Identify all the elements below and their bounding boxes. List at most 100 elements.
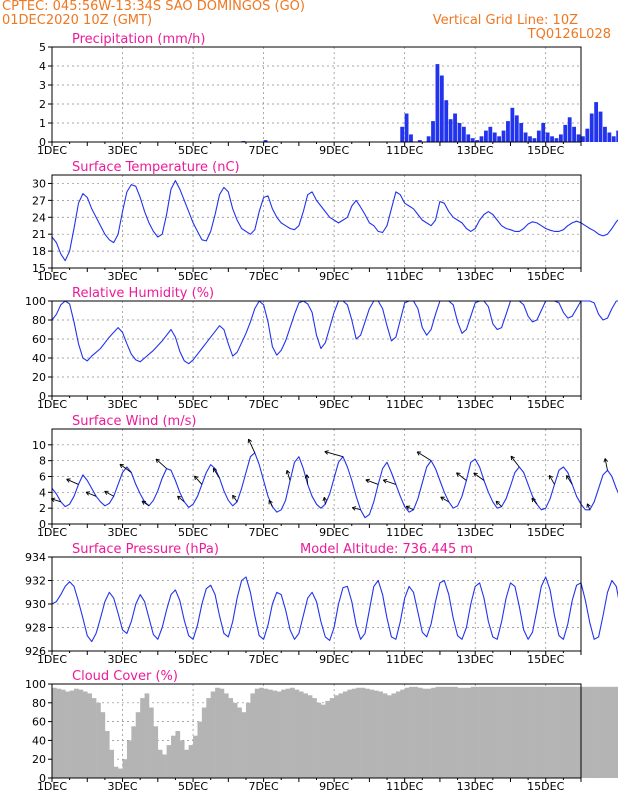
precip-bar	[616, 130, 618, 142]
precip-bar	[536, 130, 541, 142]
precip-bar	[581, 136, 585, 142]
cloud-bar	[276, 691, 282, 778]
precip-bar	[523, 132, 528, 142]
wind-arrowhead	[473, 472, 478, 477]
wind-arrow	[405, 505, 414, 511]
x-date-label: 9DEC	[319, 270, 349, 283]
wind-arrowhead	[155, 458, 161, 464]
cloud-bar	[536, 686, 542, 778]
wind-arrow	[324, 451, 344, 458]
cloud-bar	[312, 698, 317, 778]
cloud-bar	[563, 686, 569, 778]
y-tick-label: 2	[39, 502, 46, 515]
wind-arrow	[286, 470, 291, 481]
wind-arrowhead	[440, 496, 445, 501]
precip-bar	[585, 128, 590, 142]
cloud-bar	[426, 688, 432, 778]
x-date-label: 5DEC	[178, 144, 208, 157]
cloud-bar	[285, 688, 291, 778]
y-tick-label: 0	[39, 136, 46, 149]
cloud-bar	[157, 749, 163, 778]
wind-arrow	[248, 438, 256, 453]
cloud-bar	[519, 686, 524, 778]
wind-arrow	[548, 475, 555, 485]
wind-arrowhead	[416, 451, 422, 456]
cloud-bar	[435, 686, 441, 778]
x-date-label: 13DEC	[457, 780, 494, 793]
cloud-bar	[470, 686, 476, 778]
x-date-label: 15DEC	[527, 398, 564, 411]
x-date-label: 13DEC	[457, 526, 494, 539]
wind-arrow	[104, 490, 114, 497]
wind-arrow	[495, 500, 502, 507]
cloud-bar	[153, 726, 159, 778]
y-tick-label: 15	[32, 262, 46, 275]
cloud-bar	[488, 686, 494, 778]
wind-arrow	[268, 500, 273, 507]
wind-arrowhead	[285, 470, 291, 475]
wind-arrow	[510, 455, 520, 468]
cloud-bar	[373, 690, 379, 778]
x-date-label: 1DEC	[37, 780, 67, 793]
wind-arrowhead	[194, 475, 199, 481]
wind-arrowhead	[495, 500, 501, 506]
x-date-label: 13DEC	[457, 653, 494, 666]
wind-arrowhead	[382, 478, 388, 484]
cloud-bar	[290, 687, 295, 778]
cloud-bar	[457, 687, 463, 778]
precip-bar	[567, 117, 572, 142]
x-date-label: 5DEC	[178, 526, 208, 539]
cloud-bar	[594, 686, 599, 778]
cloud-bar	[422, 688, 428, 778]
x-date-label: 11DEC	[386, 144, 423, 157]
x-date-label: 11DEC	[386, 653, 423, 666]
precip-bar	[576, 134, 581, 142]
header-location: CPTEC: 045:56W-13:34S SAO DOMINGOS (GO)	[2, 0, 305, 14]
cloud-bar	[585, 686, 591, 778]
wind-arrow	[141, 500, 150, 507]
x-date-label: 15DEC	[527, 653, 564, 666]
y-tick-label: 10	[32, 439, 46, 452]
cloud-bar	[96, 702, 101, 778]
wind-arrow	[566, 475, 573, 485]
wind-arrowhead	[548, 474, 553, 480]
wind-title: Surface Wind (m/s)	[72, 414, 196, 429]
precip-bar	[417, 140, 422, 142]
wind-arrowhead	[322, 496, 328, 502]
y-tick-label: 930	[25, 598, 46, 611]
cloud-bar	[616, 686, 618, 778]
cloud-bar	[382, 693, 388, 778]
x-date-label: 1DEC	[37, 526, 67, 539]
wind-arrow	[177, 495, 185, 503]
y-tick-label: 40	[32, 352, 46, 365]
cloud-bar	[589, 686, 595, 778]
wind-arrowhead	[586, 503, 591, 508]
cloud-bar	[140, 698, 145, 778]
cloud-bar	[316, 702, 322, 778]
wind-arrowhead	[531, 497, 536, 503]
precip-bar	[506, 121, 510, 142]
wind-arrow	[440, 496, 449, 503]
cloud-bar	[567, 686, 573, 778]
wind-arrow	[194, 475, 203, 485]
y-tick-label: 4	[39, 60, 46, 73]
precip-bar	[444, 100, 449, 142]
x-date-label: 7DEC	[249, 653, 279, 666]
precip-bar	[589, 113, 594, 142]
wind-arrowhead	[304, 474, 310, 479]
precip-title: Precipitation (mm/h)	[72, 32, 205, 47]
cloud-bar	[135, 712, 141, 778]
cloud-bar	[201, 707, 207, 778]
y-tick-label: 100	[25, 295, 46, 308]
x-date-label: 3DEC	[107, 526, 137, 539]
y-tick-label: 20	[32, 753, 46, 766]
wind-arrow	[365, 479, 379, 485]
wind-arrowhead	[365, 478, 370, 484]
cloud-bar	[228, 698, 234, 778]
wind-arrow	[232, 494, 238, 503]
cloud-bar	[448, 686, 454, 778]
y-tick-label: 18	[32, 245, 46, 258]
cloud-bar	[263, 688, 269, 778]
cloud-bar	[347, 689, 353, 778]
